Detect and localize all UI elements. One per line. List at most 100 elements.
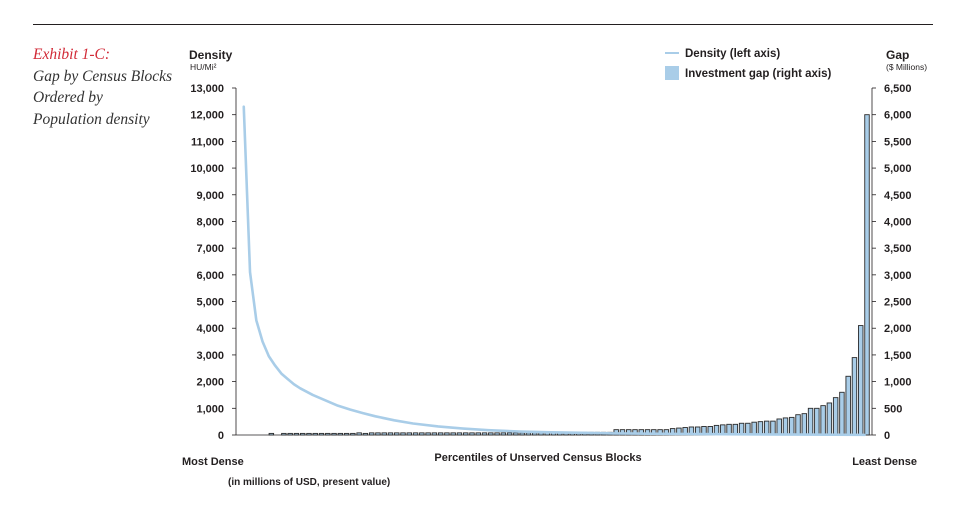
gap-bar	[525, 432, 532, 436]
right-axis-unit: ($ Millions)	[886, 62, 927, 72]
gap-bar	[350, 432, 356, 436]
gap-bar	[757, 421, 764, 436]
gap-bar	[475, 432, 481, 436]
gap-bar	[481, 432, 488, 436]
gap-bar	[281, 432, 287, 436]
exhibit-description: Gap by Census Blocks Ordered by Populati…	[33, 67, 173, 128]
gap-bar	[406, 432, 412, 436]
left-tick-label: 1,000	[196, 403, 224, 415]
gap-bar	[412, 432, 419, 436]
right-tick-label: 5,000	[884, 163, 912, 175]
gap-bar	[845, 375, 851, 436]
gap-bar	[299, 432, 306, 436]
left-tick-label: 11,000	[191, 136, 224, 148]
right-tick-label: 500	[884, 403, 902, 415]
gap-bar	[463, 432, 469, 436]
density-line	[242, 105, 866, 437]
left-tick-label: 7,000	[196, 243, 224, 255]
left-tick-label: 3,000	[196, 350, 224, 362]
gap-bar	[287, 432, 293, 436]
right-tick-label: 3,500	[884, 243, 912, 255]
legend-gap-label: Investment gap (right axis)	[685, 68, 832, 80]
gap-bar	[519, 432, 525, 436]
gap-bar	[456, 432, 463, 436]
right-axis-title: Gap	[886, 48, 909, 62]
legend-density-label: Density (left axis)	[685, 48, 780, 60]
gap-bar	[506, 432, 513, 436]
right-tick-label: 2,000	[884, 323, 912, 335]
gap-bar	[368, 432, 375, 436]
right-axis-ticks: 0 500 1,000 1,500 2,000 2,500 3,000 3,500 4,000 4…	[872, 83, 912, 442]
gap-bar	[450, 432, 456, 436]
gap-bar	[312, 432, 318, 436]
gap-bar	[268, 432, 275, 436]
gap-bar	[851, 357, 858, 436]
gap-bar	[419, 432, 425, 436]
right-tick-label: 2,500	[884, 297, 912, 309]
gap-bar	[864, 114, 870, 436]
x-axis-label: Percentiles of Unserved Census Blocks	[434, 452, 641, 464]
left-axis-unit: HU/Mi²	[190, 62, 217, 72]
gap-bar	[469, 432, 475, 436]
gap-bar	[394, 432, 400, 436]
right-tick-label: 6,000	[884, 110, 912, 122]
gap-bar	[488, 432, 494, 436]
right-tick-label: 4,000	[884, 216, 912, 228]
right-tick-label: 3,000	[884, 270, 912, 282]
left-tick-label: 9,000	[196, 190, 224, 202]
gap-bar	[820, 405, 826, 436]
right-tick-label: 1,500	[884, 350, 912, 362]
gap-bar	[356, 432, 362, 436]
gap-bar	[343, 432, 350, 436]
gap-bar	[494, 432, 500, 436]
gap-bar	[293, 432, 300, 436]
investment-gap-bars	[268, 114, 870, 436]
left-axis-title: Density	[189, 48, 233, 62]
gap-bar	[444, 432, 450, 436]
gap-bar	[318, 432, 325, 436]
left-tick-label: 5,000	[196, 297, 224, 309]
left-tick-label: 6,000	[196, 270, 224, 282]
gap-bar	[751, 421, 757, 436]
left-tick-label: 4,000	[196, 323, 224, 335]
right-tick-label: 0	[884, 430, 890, 442]
gap-bar	[500, 432, 507, 436]
legend-bar-swatch	[665, 66, 679, 80]
footnote: (in millions of USD, present value)	[228, 477, 390, 488]
gap-bar	[770, 420, 776, 436]
gap-bar	[795, 414, 801, 436]
top-rule	[33, 24, 933, 25]
gap-bar	[387, 432, 394, 436]
gap-bar	[306, 432, 312, 436]
gap-bar	[776, 418, 782, 436]
left-tick-label: 12,000	[190, 110, 224, 122]
gap-bar	[858, 325, 864, 436]
gap-bar	[513, 432, 519, 436]
gap-bar	[431, 432, 438, 436]
gap-bar	[814, 407, 820, 436]
gap-bar	[826, 402, 833, 436]
gap-bar	[375, 432, 381, 436]
gap-bar	[437, 432, 444, 436]
gap-bar	[362, 432, 369, 436]
gap-bar	[839, 391, 845, 436]
legend: Density (left axis) Investment gap (righ…	[665, 48, 832, 80]
gap-bar	[801, 413, 808, 436]
exhibit-caption: Exhibit 1-C: Gap by Census Blocks Ordere…	[33, 44, 173, 130]
gap-bar	[807, 407, 814, 436]
gap-bar	[331, 432, 337, 436]
gap-bar	[644, 429, 651, 436]
left-tick-label: 13,000	[190, 83, 224, 95]
right-tick-label: 5,500	[884, 136, 912, 148]
gap-bar	[832, 397, 839, 436]
left-tick-label: 0	[218, 430, 224, 442]
right-tick-label: 1,000	[884, 377, 912, 389]
gap-bar	[425, 432, 431, 436]
gap-bar	[337, 432, 344, 436]
left-tick-label: 10,000	[190, 163, 224, 175]
gap-bar	[763, 420, 770, 436]
gap-bar	[782, 417, 789, 436]
left-axis-ticks: 0 1,000 2,000 3,000 4,000 5,000 6,000 7,000 8,00…	[190, 83, 236, 442]
right-tick-label: 4,500	[884, 190, 912, 202]
